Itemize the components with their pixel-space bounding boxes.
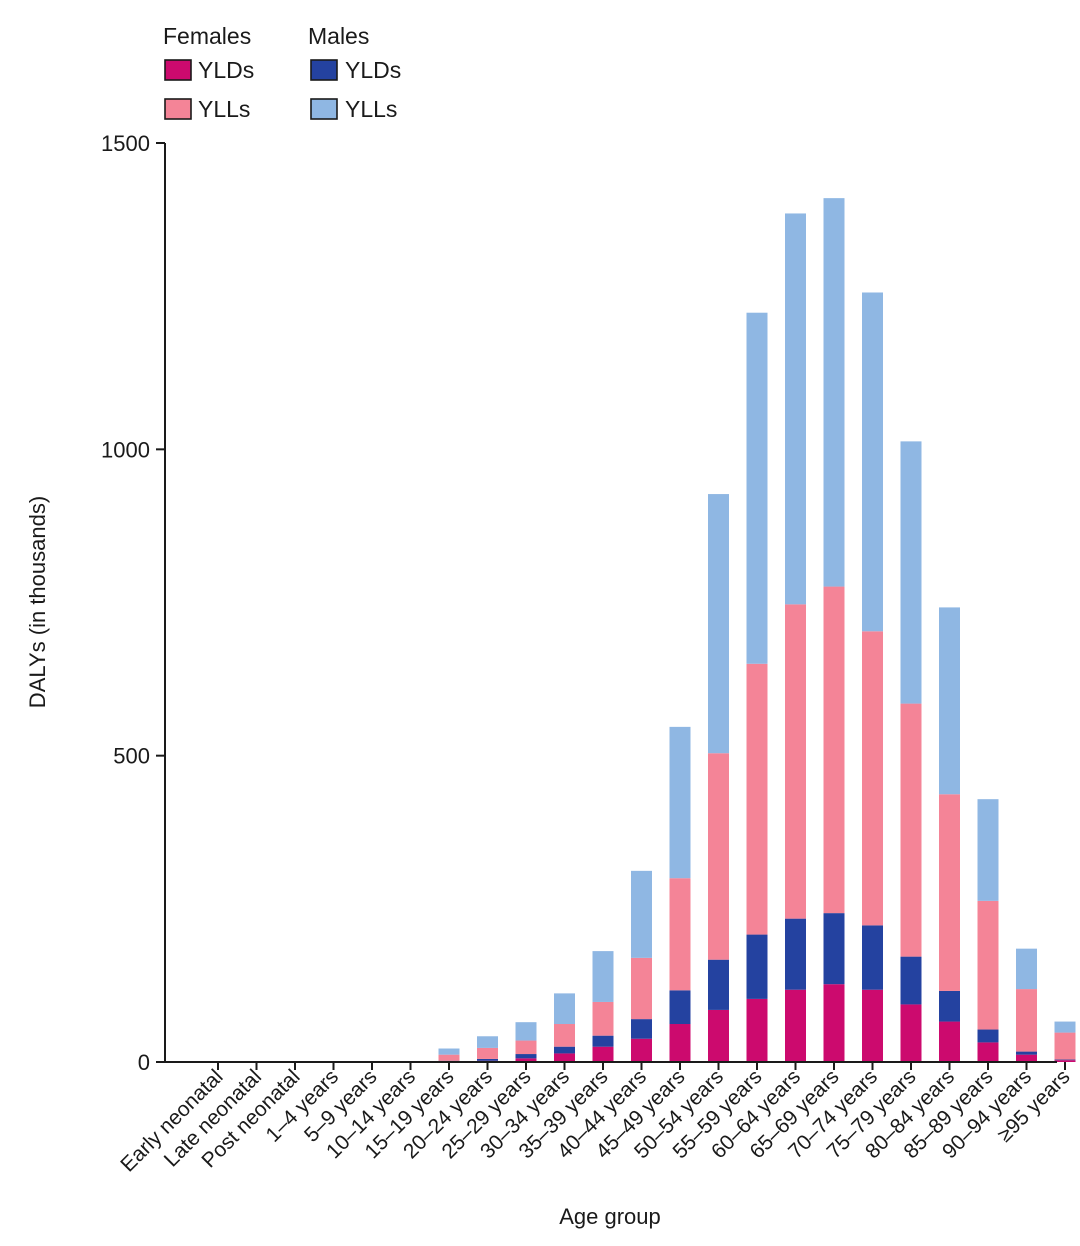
bar-segment-females-ylds — [862, 989, 883, 1062]
y-axis-title: DALYs (in thousands) — [25, 496, 50, 708]
bar-segment-males-ylls — [785, 213, 806, 605]
bar-segment-females-ylls — [515, 1040, 537, 1055]
bar-segment-males-ylls — [438, 1048, 460, 1055]
bar-segment-females-ylds — [977, 1042, 999, 1062]
bar-segment-males-ylds — [977, 1029, 999, 1043]
legend-swatch-females-ylls — [164, 98, 192, 120]
bar-segment-males-ylls — [477, 1036, 498, 1048]
bar-segment-males-ylds — [515, 1054, 537, 1059]
y-tick-label: 0 — [138, 1050, 150, 1075]
bar-segment-females-ylds — [554, 1053, 575, 1062]
bar-segment-males-ylds — [746, 934, 768, 999]
legend-label-males-ylds: YLDs — [345, 57, 401, 83]
legend-group-title-males: Males — [308, 23, 369, 49]
bar-segment-females-ylds — [708, 1009, 729, 1062]
bar-segment-males-ylls — [669, 726, 691, 879]
bar-segment-females-ylls — [708, 753, 729, 960]
bar-segment-females-ylls — [592, 1001, 614, 1036]
legend-label-males-ylls: YLLs — [345, 96, 397, 122]
legend-group-title-females: Females — [163, 23, 251, 49]
bar-segment-males-ylls — [823, 198, 845, 587]
bar-segment-females-ylls — [746, 663, 768, 935]
bar-segment-males-ylds — [900, 956, 922, 1005]
legend-swatch-males-ylls — [310, 98, 338, 120]
legend-swatch-males-ylds — [310, 59, 338, 81]
bar-segment-males-ylds — [554, 1046, 575, 1054]
bars — [438, 198, 1076, 1062]
bar-segment-females-ylds — [1016, 1054, 1037, 1062]
bar-segment-males-ylls — [939, 607, 960, 795]
bar-segment-males-ylds — [1016, 1051, 1037, 1055]
bar-segment-males-ylls — [746, 312, 768, 664]
bar-segment-males-ylls — [1016, 948, 1037, 990]
bar-segment-males-ylds — [669, 990, 691, 1025]
bar-segment-females-ylls — [554, 1024, 575, 1047]
bar-segment-females-ylls — [438, 1054, 460, 1061]
bar-segment-females-ylls — [785, 604, 806, 919]
bar-segment-males-ylds — [708, 959, 729, 1010]
bar-segment-males-ylls — [631, 870, 652, 958]
bar-segment-females-ylds — [1054, 1060, 1076, 1062]
bar-segment-males-ylls — [1054, 1021, 1076, 1033]
legend-label-females-ylls: YLLs — [198, 96, 250, 122]
bar-segment-females-ylls — [977, 900, 999, 1030]
bar-segment-females-ylls — [823, 586, 845, 914]
bar-segment-males-ylds — [592, 1035, 614, 1047]
y-tick-label: 1000 — [101, 437, 150, 462]
bar-segment-females-ylds — [823, 984, 845, 1062]
bar-segment-females-ylls — [669, 878, 691, 991]
bar-segment-females-ylds — [746, 998, 768, 1062]
bar-segment-females-ylds — [900, 1004, 922, 1062]
y-tick-label: 500 — [113, 744, 150, 769]
bar-segment-females-ylls — [1016, 989, 1037, 1052]
bar-segment-males-ylds — [939, 990, 960, 1022]
bar-segment-males-ylds — [477, 1058, 498, 1061]
bar-segment-females-ylds — [939, 1021, 960, 1062]
bar-segment-females-ylls — [631, 957, 652, 1020]
bar-segment-females-ylds — [592, 1046, 614, 1062]
bar-segment-males-ylls — [708, 494, 729, 754]
bar-segment-females-ylds — [631, 1038, 652, 1062]
bar-segment-males-ylds — [631, 1019, 652, 1039]
bar-segment-females-ylls — [862, 631, 883, 926]
bar-segment-males-ylls — [515, 1022, 537, 1041]
legend-swatch-females-ylds — [164, 59, 192, 81]
x-axis-title: Age group — [559, 1204, 661, 1229]
legend-label-females-ylds: YLDs — [198, 57, 254, 83]
legend: Females YLDs YLLs Males YLDs YLLs — [163, 23, 401, 122]
bar-segment-females-ylls — [477, 1047, 498, 1059]
bar-segment-males-ylds — [862, 925, 883, 990]
y-tick-label: 1500 — [101, 131, 150, 156]
bar-segment-females-ylds — [515, 1058, 537, 1062]
bar-segment-males-ylds — [823, 913, 845, 985]
bar-segment-males-ylls — [900, 441, 922, 704]
bar-segment-females-ylls — [939, 794, 960, 991]
bar-segment-females-ylls — [900, 703, 922, 957]
bar-segment-males-ylls — [592, 951, 614, 1002]
bar-segment-males-ylds — [785, 918, 806, 990]
bar-segment-males-ylls — [862, 292, 883, 632]
bar-segment-females-ylls — [1054, 1032, 1076, 1060]
bar-segment-males-ylds — [1054, 1059, 1076, 1061]
bar-segment-males-ylls — [977, 799, 999, 901]
bar-segment-females-ylds — [785, 989, 806, 1062]
bar-segment-females-ylds — [669, 1024, 691, 1062]
bar-segment-males-ylls — [554, 993, 575, 1025]
